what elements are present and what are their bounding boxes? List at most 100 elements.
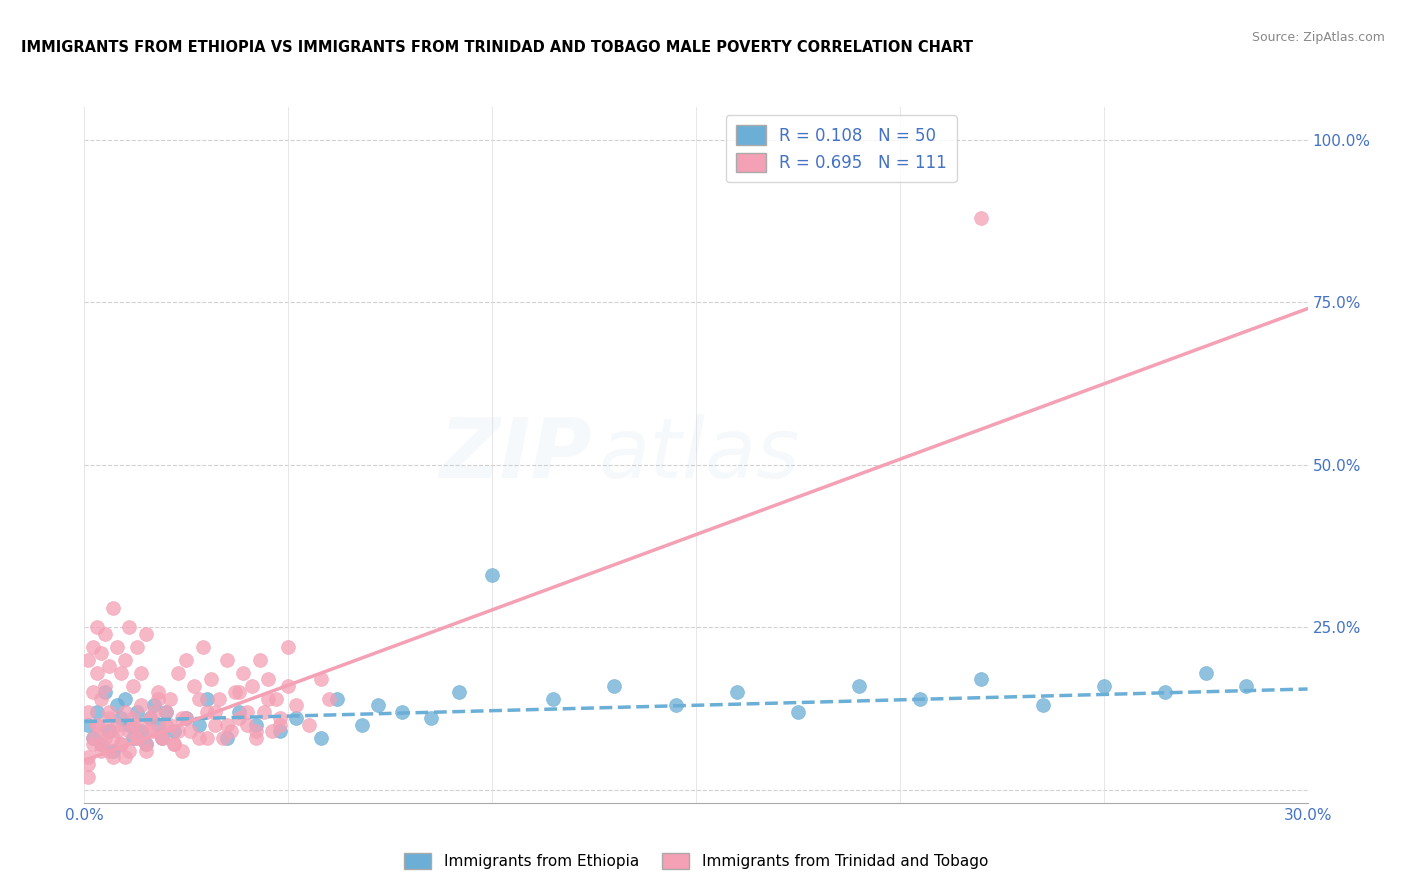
Point [228, 685, 250, 699]
Point [159, 718, 181, 732]
Point [142, 724, 165, 739]
Point [245, 718, 267, 732]
Point [298, 718, 321, 732]
Point [93, 679, 115, 693]
Point [101, 750, 124, 764]
Point [93, 731, 115, 745]
Point [240, 679, 263, 693]
Point [179, 724, 201, 739]
Point [86, 718, 108, 732]
Point [228, 711, 250, 725]
Point [82, 640, 104, 654]
Point [118, 620, 141, 634]
Point [110, 737, 132, 751]
Point [118, 718, 141, 732]
Point [543, 691, 565, 706]
Point [110, 737, 132, 751]
Point [142, 705, 165, 719]
Point [391, 705, 413, 719]
Point [257, 672, 280, 686]
Point [110, 665, 132, 680]
Point [318, 691, 340, 706]
Point [326, 691, 349, 706]
Point [217, 718, 239, 732]
Point [195, 705, 218, 719]
Point [90, 691, 112, 706]
Point [77, 770, 100, 784]
Point [150, 731, 173, 745]
Point [249, 653, 271, 667]
Point [142, 698, 165, 713]
Point [150, 731, 173, 745]
Point [970, 672, 993, 686]
Point [114, 705, 136, 719]
Point [217, 731, 239, 745]
Point [77, 718, 100, 732]
Point [77, 653, 100, 667]
Point [114, 691, 136, 706]
Point [77, 750, 100, 764]
Point [187, 718, 209, 732]
Point [138, 724, 160, 739]
Point [367, 698, 389, 713]
Point [122, 679, 145, 693]
Point [131, 698, 153, 713]
Point [127, 731, 149, 745]
Point [146, 685, 169, 699]
Point [163, 737, 186, 751]
Point [245, 724, 267, 739]
Point [82, 737, 104, 751]
Point [110, 711, 132, 725]
Point [603, 679, 626, 693]
Point [131, 665, 153, 680]
Point [146, 718, 169, 732]
Point [269, 724, 291, 739]
Point [122, 711, 145, 725]
Point [101, 744, 124, 758]
Point [135, 626, 157, 640]
Point [77, 705, 100, 719]
Point [82, 685, 104, 699]
Point [155, 705, 177, 719]
Point [90, 744, 112, 758]
Point [114, 653, 136, 667]
Point [97, 659, 120, 673]
Point [787, 705, 810, 719]
Point [253, 705, 276, 719]
Point [245, 731, 267, 745]
Point [105, 724, 128, 739]
Point [114, 750, 136, 764]
Point [82, 731, 104, 745]
Text: atlas: atlas [598, 415, 800, 495]
Point [150, 731, 173, 745]
Point [77, 756, 100, 771]
Point [208, 691, 231, 706]
Point [97, 711, 120, 725]
Point [910, 691, 932, 706]
Point [219, 724, 242, 739]
Point [1236, 679, 1258, 693]
Point [146, 691, 169, 706]
Point [131, 724, 153, 739]
Point [187, 691, 209, 706]
Point [127, 731, 149, 745]
Point [138, 711, 160, 725]
Point [228, 705, 250, 719]
Point [155, 705, 177, 719]
Point [105, 718, 128, 732]
Point [449, 685, 471, 699]
Point [135, 737, 157, 751]
Point [665, 698, 688, 713]
Point [183, 679, 205, 693]
Point [82, 731, 104, 745]
Point [90, 646, 112, 660]
Point [285, 698, 308, 713]
Point [309, 672, 332, 686]
Point [269, 711, 291, 725]
Point [138, 711, 160, 725]
Point [212, 731, 235, 745]
Point [1092, 679, 1115, 693]
Point [118, 724, 141, 739]
Point [269, 718, 291, 732]
Point [155, 718, 177, 732]
